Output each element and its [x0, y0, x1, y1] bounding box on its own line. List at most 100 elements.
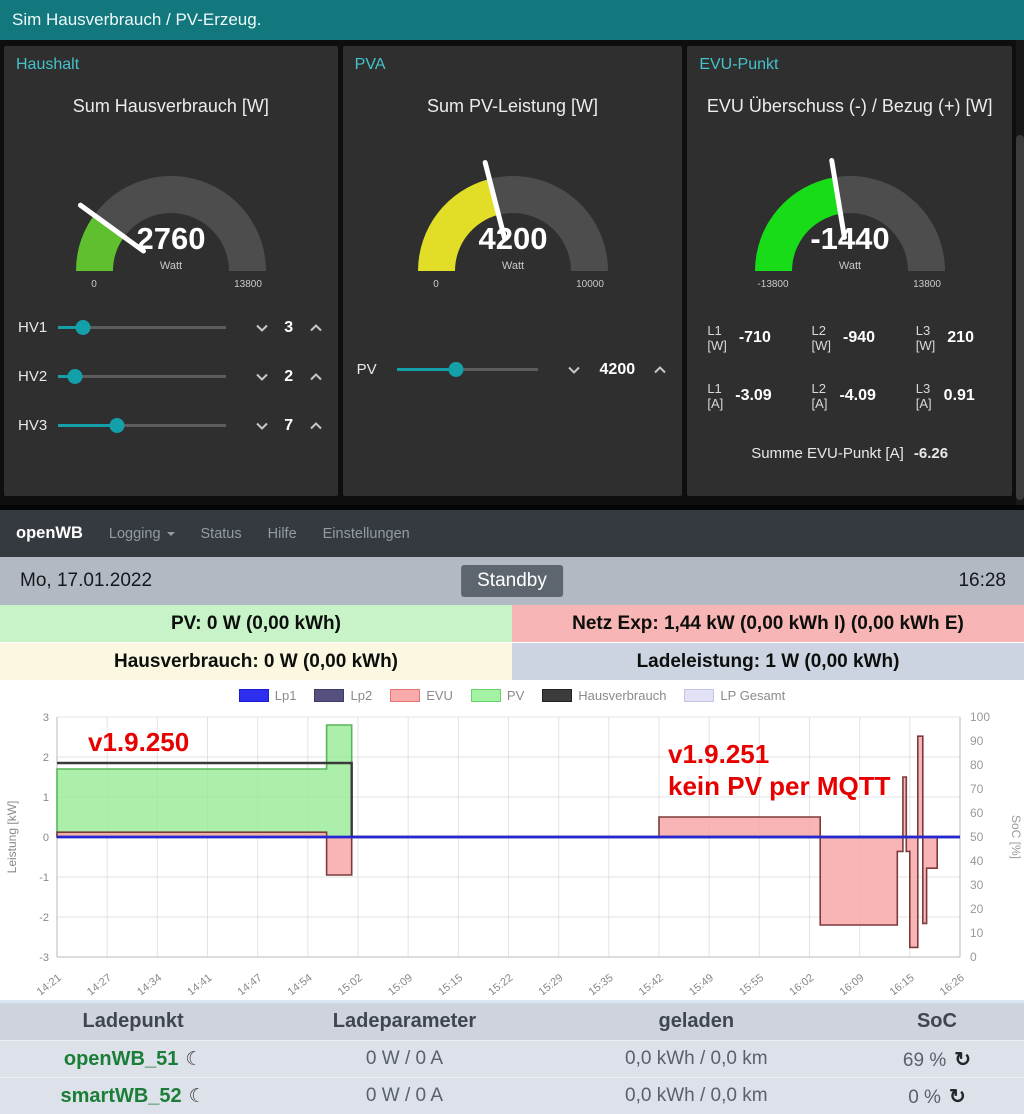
openwb-brand[interactable]: openWB — [16, 524, 83, 543]
phase-reading: -4.09 — [839, 387, 875, 405]
table-header-geladen: geladen — [543, 1003, 850, 1041]
phase-value-l3-A: L3[A] 0.91 — [902, 381, 1006, 411]
charge-mode-badge[interactable]: Standby — [461, 565, 563, 597]
pva-sliders: PV 4200 — [343, 345, 683, 394]
legend-swatch — [542, 689, 572, 702]
openwb-navbar: openWB Logging Status Hilfe Einstellungen — [0, 510, 1024, 557]
slider-knob[interactable] — [109, 418, 124, 433]
phase-reading: -940 — [843, 329, 875, 347]
table-header-soc: SoC — [850, 1003, 1024, 1041]
gauge-evu-title: EVU Überschuss (-) / Bezug (+) [W] — [687, 96, 1012, 117]
svg-text:100: 100 — [970, 710, 990, 724]
gauge-value: 4200 — [478, 221, 547, 256]
moon-icon: ☾ — [189, 1086, 206, 1107]
gauge-unit: Watt — [501, 260, 523, 272]
gauge-value: 2760 — [136, 221, 205, 256]
info-tile-pv: PV: 0 W (0,00 kWh) — [0, 605, 512, 643]
chevron-down-icon[interactable] — [254, 320, 270, 336]
svg-text:16:26: 16:26 — [938, 972, 967, 995]
gauge-pva-title: Sum PV-Leistung [W] — [343, 96, 683, 117]
gauge-haushalt-title: Sum Hausverbrauch [W] — [4, 96, 338, 117]
slider-track-hv2[interactable] — [58, 375, 226, 378]
chargepoint-name[interactable]: openWB_51☾ — [0, 1041, 266, 1078]
chargepoint-soc: 69 %↻ — [850, 1041, 1024, 1078]
svg-text:14:27: 14:27 — [85, 972, 114, 995]
chevron-down-icon[interactable] — [566, 362, 582, 378]
nav-item-logging[interactable]: Logging — [109, 526, 175, 542]
legend-item-lp-gesamt[interactable]: LP Gesamt — [684, 688, 785, 703]
legend-item-lp2[interactable]: Lp2 — [314, 688, 372, 703]
legend-item-hausverbrauch[interactable]: Hausverbrauch — [542, 688, 666, 703]
gauge-value: -1440 — [810, 221, 889, 256]
chargepoint-name[interactable]: smartWB_52☾ — [0, 1078, 266, 1114]
evu-sum-value: -6.26 — [914, 445, 948, 462]
svg-text:15:55: 15:55 — [737, 972, 766, 995]
slider-track-pv[interactable] — [397, 368, 539, 371]
dashboard-scrollbar[interactable] — [1016, 40, 1024, 505]
gauge-max-label: 13800 — [234, 279, 262, 290]
svg-text:10: 10 — [970, 926, 984, 940]
svg-text:2: 2 — [43, 752, 49, 764]
legend-item-lp1[interactable]: Lp1 — [239, 688, 297, 703]
clock-label: 16:28 — [958, 570, 1006, 592]
chevron-down-icon[interactable] — [254, 418, 270, 434]
gauge-max-label: 13800 — [913, 279, 941, 290]
panel-pva: PVA Sum PV-Leistung [W] 4200 Watt 0 1000… — [343, 46, 683, 496]
panel-pva-title: PVA — [343, 46, 683, 74]
chart-annotation-1: v1.9.251 — [668, 739, 769, 769]
slider-label: HV2 — [18, 368, 58, 385]
dropdown-caret-icon — [167, 532, 175, 536]
evu-sum-label: Summe EVU-Punkt [A] — [751, 445, 904, 462]
slider-knob[interactable] — [76, 320, 91, 335]
phase-value-l1-W: L1[W] -710 — [693, 323, 797, 353]
chart-annotation-0: v1.9.250 — [88, 727, 189, 757]
panel-evu-title: EVU-Punkt — [687, 46, 1012, 74]
phase-value-l1-A: L1[A] -3.09 — [693, 381, 797, 411]
slider-label: HV1 — [18, 319, 58, 336]
nav-item-hilfe[interactable]: Hilfe — [268, 526, 297, 542]
phase-value-l2-A: L2[A] -4.09 — [798, 381, 902, 411]
chevron-up-icon[interactable] — [308, 320, 324, 336]
gauge-unit: Watt — [839, 260, 861, 272]
svg-text:16:09: 16:09 — [837, 972, 866, 995]
scrollbar-thumb[interactable] — [1016, 135, 1024, 500]
nav-item-status[interactable]: Status — [201, 526, 242, 542]
slider-knob[interactable] — [67, 369, 82, 384]
svg-text:20: 20 — [970, 902, 984, 916]
svg-text:14:34: 14:34 — [135, 972, 164, 995]
soc-refresh-icon[interactable]: ↻ — [954, 1049, 971, 1071]
soc-refresh-icon[interactable]: ↻ — [949, 1086, 966, 1108]
phase-label: L2[A] — [812, 381, 828, 411]
svg-text:14:54: 14:54 — [286, 972, 315, 995]
slider-label: PV — [357, 361, 397, 378]
info-tile-ladeleistung: Ladeleistung: 1 W (0,00 kWh) — [512, 643, 1024, 681]
legend-swatch — [390, 689, 420, 702]
slider-track-hv3[interactable] — [58, 424, 226, 427]
chevron-up-icon[interactable] — [308, 418, 324, 434]
slider-track-hv1[interactable] — [58, 326, 226, 329]
legend-item-evu[interactable]: EVU — [390, 688, 453, 703]
slider-row-hv3: HV3 7 — [4, 401, 338, 450]
svg-text:1: 1 — [43, 792, 49, 804]
svg-text:15:42: 15:42 — [637, 972, 666, 995]
date-label: Mo, 17.01.2022 — [20, 570, 152, 592]
legend-swatch — [684, 689, 714, 702]
svg-text:15:35: 15:35 — [587, 972, 616, 995]
chevron-down-icon[interactable] — [254, 369, 270, 385]
slider-label: HV3 — [18, 417, 58, 434]
chevron-up-icon[interactable] — [308, 369, 324, 385]
info-tile-netz: Netz Exp: 1,44 kW (0,00 kWh I) (0,00 kWh… — [512, 605, 1024, 643]
table-row-openwb_51: openWB_51☾ 0 W / 0 A 0,0 kWh / 0,0 km 69… — [0, 1041, 1024, 1078]
slider-row-hv1: HV1 3 — [4, 303, 338, 352]
nav-item-einstellungen[interactable]: Einstellungen — [323, 526, 410, 542]
legend-item-pv[interactable]: PV — [471, 688, 524, 703]
slider-knob[interactable] — [449, 362, 464, 377]
gauge-min-label: -13800 — [757, 279, 789, 290]
gauge-haushalt: 2760 Watt 0 13800 — [4, 121, 338, 293]
svg-text:50: 50 — [970, 830, 984, 844]
chevron-up-icon[interactable] — [652, 362, 668, 378]
stepper-value: 3 — [280, 319, 298, 337]
phase-reading: 0.91 — [944, 387, 975, 405]
